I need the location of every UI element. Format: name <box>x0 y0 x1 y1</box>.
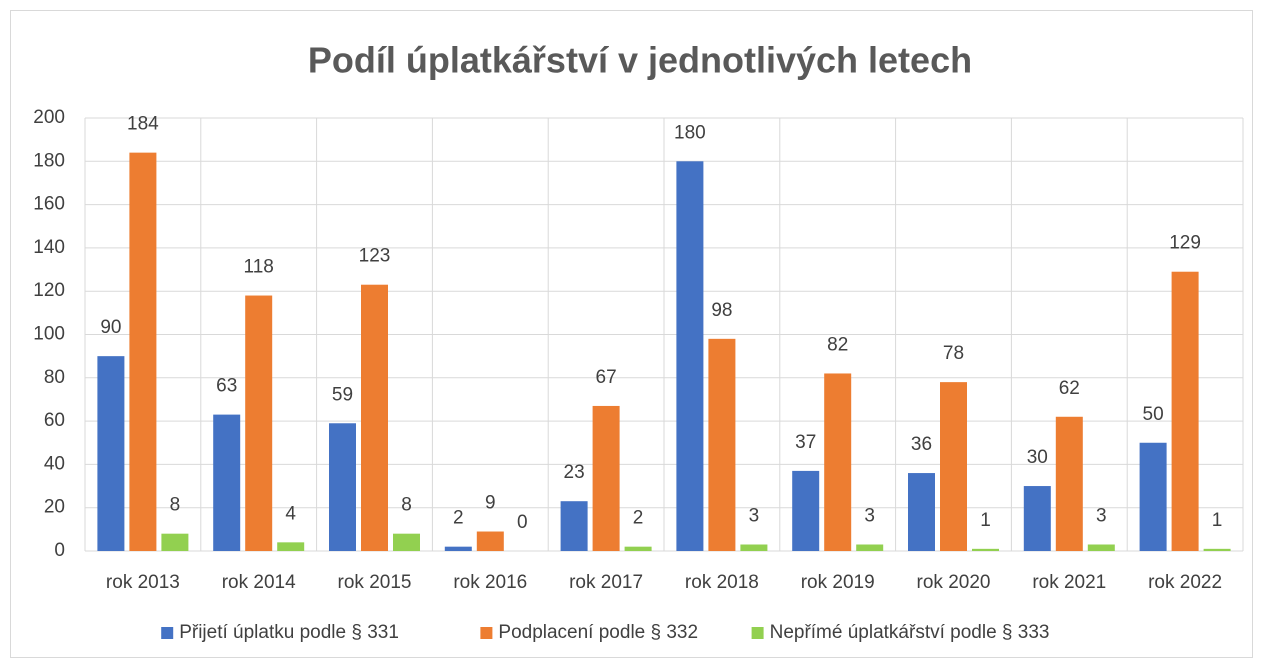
x-tick-label: rok 2017 <box>569 572 643 593</box>
x-tick-label: rok 2019 <box>801 572 875 593</box>
bar <box>245 295 273 551</box>
bar <box>708 338 736 551</box>
bar <box>856 544 884 551</box>
bar <box>1171 271 1199 551</box>
data-label: 0 <box>517 512 528 533</box>
data-label: 184 <box>127 114 159 135</box>
y-tick-label: 160 <box>33 194 65 215</box>
data-label: 2 <box>453 508 464 529</box>
data-label: 23 <box>564 462 585 483</box>
x-tick-label: rok 2022 <box>1148 572 1222 593</box>
y-tick-label: 60 <box>44 410 65 431</box>
bar <box>624 546 652 551</box>
x-tick-label: rok 2014 <box>222 572 296 593</box>
y-tick-label: 20 <box>44 497 65 518</box>
data-label: 180 <box>674 122 706 143</box>
data-label: 30 <box>1027 447 1048 468</box>
bar <box>476 531 504 551</box>
x-tick-label: rok 2021 <box>1032 572 1106 593</box>
bar <box>1055 416 1083 551</box>
bar <box>1203 548 1231 551</box>
bar <box>792 470 820 551</box>
x-tick-label: rok 2016 <box>453 572 527 593</box>
y-tick-label: 100 <box>33 324 65 345</box>
data-label: 1 <box>980 510 991 531</box>
data-label: 98 <box>711 300 732 321</box>
data-label: 37 <box>795 432 816 453</box>
y-tick-label: 120 <box>33 280 65 301</box>
data-label: 4 <box>285 503 296 524</box>
data-label: 67 <box>596 367 617 388</box>
data-label: 1 <box>1212 510 1223 531</box>
bar <box>393 533 420 551</box>
data-label: 59 <box>332 384 353 405</box>
y-tick-label: 0 <box>54 540 65 561</box>
data-label: 8 <box>401 495 412 516</box>
bar <box>940 382 967 551</box>
bar <box>277 542 305 551</box>
y-tick-label: 140 <box>33 237 65 258</box>
y-tick-label: 200 <box>33 107 65 128</box>
bar <box>676 161 704 552</box>
bar <box>161 533 189 551</box>
bar <box>908 473 935 551</box>
y-tick-label: 80 <box>44 367 65 388</box>
data-label: 62 <box>1059 378 1080 399</box>
data-label: 3 <box>749 506 760 527</box>
legend-swatch <box>751 627 764 639</box>
data-label: 82 <box>827 334 848 355</box>
legend-swatch <box>480 627 493 639</box>
bar <box>1139 442 1167 551</box>
data-label: 3 <box>864 506 875 527</box>
bar <box>824 373 852 551</box>
data-label: 8 <box>170 495 181 516</box>
bar <box>361 284 388 551</box>
legend-label: Přijetí úplatku podle § 331 <box>179 622 399 643</box>
data-label: 118 <box>244 257 274 278</box>
legend-label: Nepřímé úplatkářství podle § 333 <box>770 622 1050 643</box>
data-label: 78 <box>943 343 964 364</box>
legend-label: Podplacení podle § 332 <box>498 622 698 643</box>
data-label: 36 <box>911 434 932 455</box>
chart-title: Podíl úplatkářství v jednotlivých letech <box>308 40 972 81</box>
x-tick-label: rok 2018 <box>685 572 759 593</box>
bar <box>97 356 125 551</box>
bar <box>560 501 588 551</box>
x-tick-label: rok 2015 <box>338 572 412 593</box>
x-tick-label: rok 2013 <box>106 572 180 593</box>
bar <box>329 423 356 551</box>
bar <box>592 405 620 551</box>
bar <box>740 544 768 551</box>
data-label: 129 <box>1169 233 1201 254</box>
bar <box>129 152 157 551</box>
legend-swatch <box>161 627 174 639</box>
bar <box>1023 486 1051 551</box>
bar <box>213 414 241 551</box>
data-label: 2 <box>633 508 644 529</box>
y-tick-label: 180 <box>33 150 65 171</box>
data-label: 50 <box>1143 404 1164 425</box>
data-label: 9 <box>485 493 496 514</box>
x-tick-label: rok 2020 <box>917 572 991 593</box>
data-label: 90 <box>100 317 121 338</box>
data-label: 123 <box>359 246 391 267</box>
y-tick-label: 40 <box>44 453 65 474</box>
bar <box>1087 544 1115 551</box>
bar <box>444 546 472 551</box>
bar <box>972 548 999 551</box>
data-label: 63 <box>216 376 237 397</box>
data-label: 3 <box>1096 506 1107 527</box>
